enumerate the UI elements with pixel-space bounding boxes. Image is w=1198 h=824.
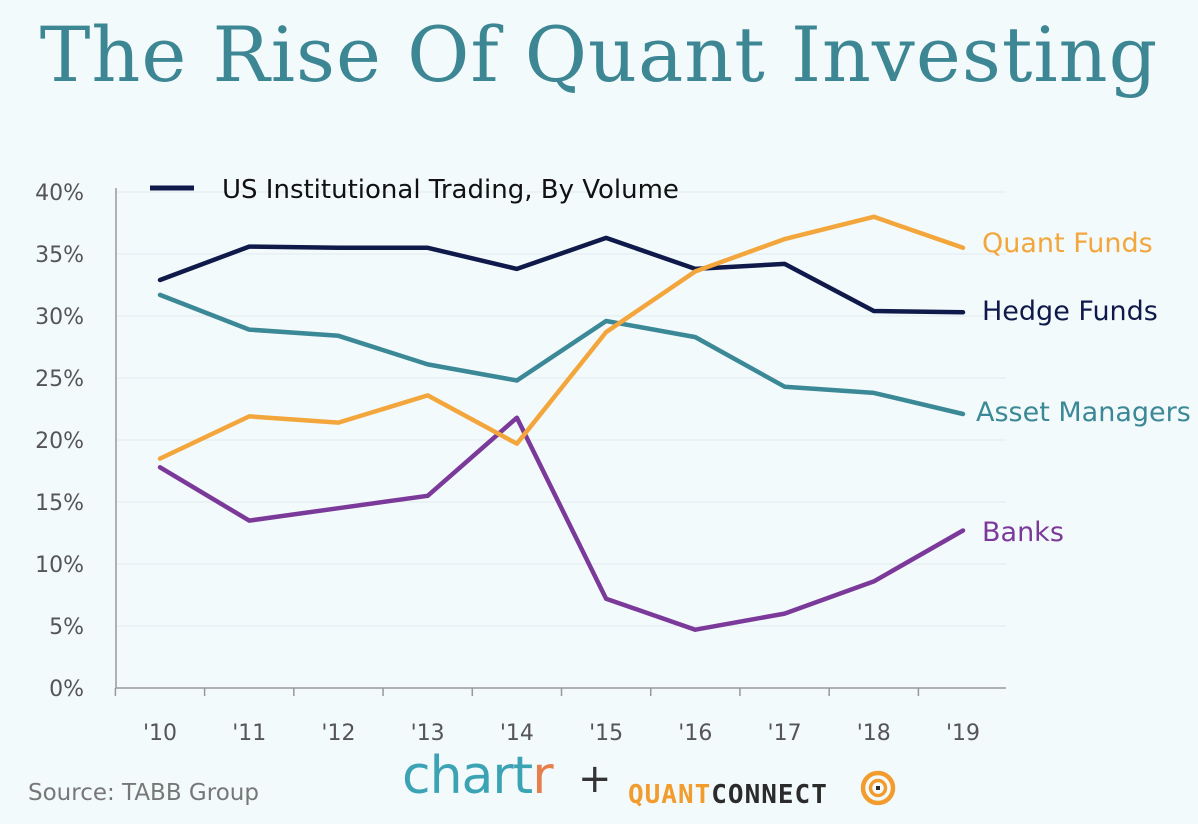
legend-label: US Institutional Trading, By Volume (222, 175, 679, 205)
quantconnect-logo: QUANTCONNECT (628, 780, 828, 810)
series-labels: Quant Funds Hedge Funds Asset Managers Bank… (976, 228, 1191, 548)
y-tick-label: 20% (35, 429, 84, 454)
y-tick-label: 35% (35, 243, 84, 268)
x-tick-label: '13 (411, 721, 445, 746)
y-tick-label: 5% (49, 615, 84, 640)
quantconnect-quant: QUANT (628, 780, 712, 810)
gridlines (116, 191, 1006, 627)
source-note: Source: TABB Group (28, 780, 259, 806)
x-tick-label: '19 (946, 721, 980, 746)
x-tick-label: '11 (232, 721, 266, 746)
plus-sign: + (578, 756, 612, 802)
series-line-quant-funds (157, 214, 966, 461)
quantconnect-connect: CONNECT (711, 780, 828, 810)
y-tick-label: 15% (35, 491, 84, 516)
y-tick-label: 25% (35, 367, 84, 392)
series-line-banks (157, 415, 966, 632)
x-tick-label: '14 (500, 721, 534, 746)
series-label-hedge-funds: Hedge Funds (982, 296, 1158, 327)
chartr-logo-r: r (532, 746, 553, 806)
x-axis: '10 '11 '12 '13 '14 '15 '16 '17 '18 '19 (114, 687, 1006, 746)
series-line-hedge-funds (157, 235, 966, 315)
series-line-asset-managers (157, 292, 966, 417)
y-tick-label: 30% (35, 305, 84, 330)
y-tick-label: 40% (35, 181, 84, 206)
y-tick-label: 0% (49, 677, 84, 702)
series-label-quant-funds: Quant Funds (982, 228, 1153, 259)
series-label-asset-managers: Asset Managers (976, 397, 1191, 428)
series-lines (157, 214, 966, 632)
x-tick-label: '16 (678, 721, 712, 746)
x-tick-label: '17 (768, 721, 802, 746)
series-label-banks: Banks (982, 517, 1064, 548)
quantconnect-logo-icon (860, 770, 896, 806)
x-tick-label: '18 (857, 721, 891, 746)
chartr-logo: chartr (402, 746, 554, 806)
legend: US Institutional Trading, By Volume (150, 175, 679, 205)
x-tick-label: '10 (143, 721, 177, 746)
y-axis: 0% 5% 10% 15% 20% 25% 30% 35% 40% (35, 181, 117, 702)
y-tick-label: 10% (35, 553, 84, 578)
x-tick-label: '12 (321, 721, 355, 746)
chart-title: The Rise Of Quant Investing (39, 10, 1159, 99)
chartr-logo-text: chart (402, 746, 533, 806)
x-tick-label: '15 (589, 721, 623, 746)
